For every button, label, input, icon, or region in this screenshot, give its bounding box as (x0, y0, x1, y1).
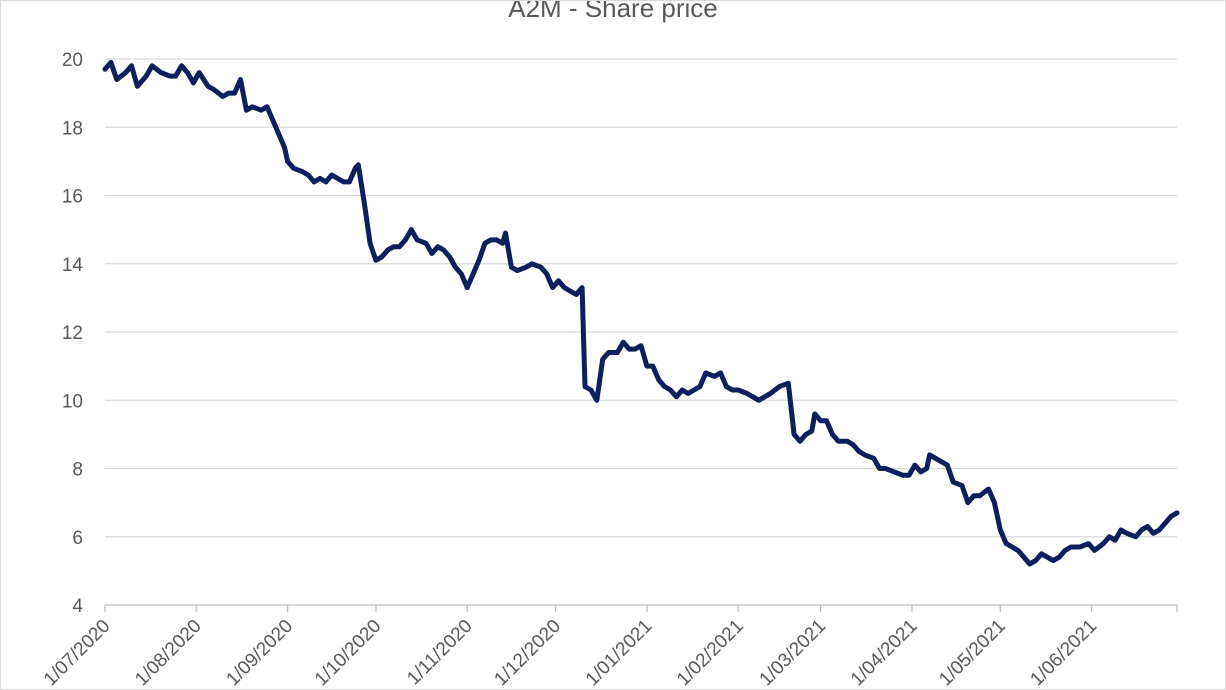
x-tick-label: 1/05/2021 (935, 616, 1010, 690)
x-tick-label: 1/07/2020 (40, 616, 115, 690)
x-tick-label: 1/02/2021 (673, 616, 748, 690)
y-axis-tick-labels: 4 6 8 10 12 14 16 18 20 (62, 50, 84, 617)
y-tick-label: 10 (62, 391, 83, 412)
x-tick-label: 1/11/2020 (403, 616, 477, 690)
y-tick-label: 20 (62, 50, 83, 71)
x-tick-label: 1/01/2021 (582, 616, 657, 690)
y-tick-label: 8 (72, 460, 83, 481)
x-tick-label: 1/03/2021 (756, 616, 831, 690)
gridlines (105, 58, 1177, 538)
y-tick-label: 16 (62, 187, 83, 208)
y-tick-label: 12 (62, 323, 83, 344)
y-tick-label: 18 (62, 118, 83, 139)
x-tick-label: 1/12/2020 (491, 616, 566, 690)
x-tick-label: 1/10/2020 (311, 616, 386, 690)
x-tick-label: 1/08/2020 (131, 616, 206, 690)
series-layer (102, 59, 1180, 567)
y-tick-label: 4 (72, 596, 83, 617)
x-tick-label: 1/04/2021 (847, 616, 922, 690)
y-tick-label: 14 (62, 255, 84, 276)
x-axis-tick-labels: 1/07/2020 1/08/2020 1/09/2020 1/10/2020 1/11… (40, 616, 1102, 690)
chart-title: A2M - Share price (508, 1, 718, 23)
x-tick-label: 1/06/2021 (1027, 616, 1102, 690)
y-tick-label: 6 (72, 528, 83, 549)
series-line-0 (102, 59, 1180, 567)
x-axis (104, 604, 1178, 612)
x-tick-label: 1/09/2020 (223, 616, 298, 690)
